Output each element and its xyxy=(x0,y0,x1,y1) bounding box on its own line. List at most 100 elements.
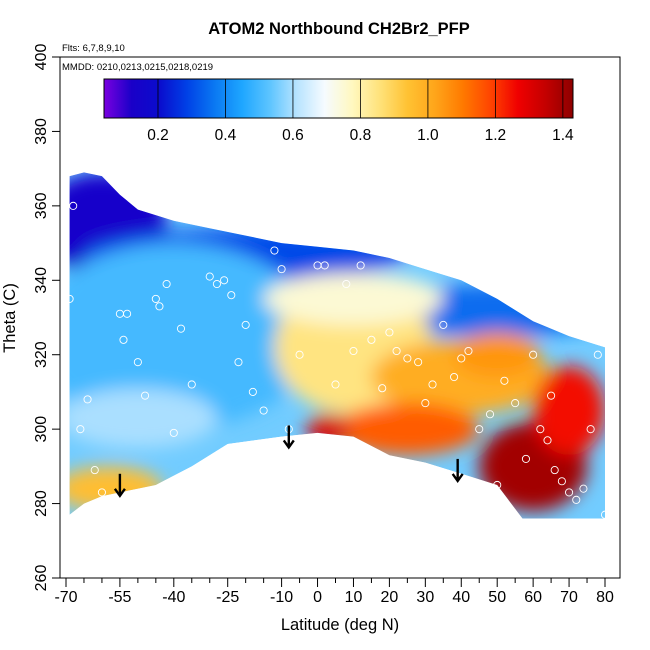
sample-point xyxy=(600,510,610,519)
x-tick-label: 60 xyxy=(524,589,542,606)
sample-point xyxy=(241,320,250,329)
sample-point xyxy=(403,354,412,363)
sample-point xyxy=(248,387,257,396)
sample-point xyxy=(187,380,196,389)
y-tick-label: 340 xyxy=(33,267,50,294)
x-tick-label: -55 xyxy=(108,589,131,606)
x-tick-label: 30 xyxy=(416,589,434,606)
sample-point xyxy=(543,436,552,445)
field-region xyxy=(306,414,350,445)
field-region xyxy=(335,403,480,456)
colorbar-tick-label: 1.0 xyxy=(417,127,439,144)
x-tick-label: 50 xyxy=(488,589,506,606)
x-axis-label: Latitude (deg N) xyxy=(281,616,399,634)
chart-title: ATOM2 Northbound CH2Br2_PFP xyxy=(208,20,470,38)
field-region xyxy=(69,388,217,448)
y-tick-label: 400 xyxy=(33,44,50,71)
colorbar-tick-label: 1.2 xyxy=(485,127,507,144)
field-region xyxy=(263,272,444,325)
annotation-dates: MMDD: 0210,0213,0215,0218,0219 xyxy=(62,62,213,73)
sample-point xyxy=(529,350,538,359)
annotation-flights: Flts: 6,7,8,9,10 xyxy=(62,43,125,54)
arrow xyxy=(282,425,295,450)
x-tick-label: -70 xyxy=(54,589,77,606)
x-tick-label: 0 xyxy=(313,589,322,606)
y-axis: 260 280 300 320 340 360 380 400 xyxy=(33,44,60,592)
sample-point xyxy=(295,350,304,359)
sample-point xyxy=(475,425,484,434)
sample-point xyxy=(259,406,268,415)
y-tick-label: 260 xyxy=(33,565,50,592)
sample-point xyxy=(220,276,229,285)
x-tick-label: 10 xyxy=(345,589,363,606)
x-tick-label: 80 xyxy=(596,589,614,606)
sample-point xyxy=(493,480,502,490)
x-tick-label: -10 xyxy=(270,589,293,606)
sample-point xyxy=(550,466,559,475)
x-tick-label: -25 xyxy=(216,589,239,606)
sample-point xyxy=(565,488,574,497)
sample-point xyxy=(212,279,221,289)
arrows xyxy=(113,425,464,498)
sample-point xyxy=(428,380,437,389)
field-region xyxy=(454,332,541,378)
y-tick-label: 360 xyxy=(33,192,50,219)
sample-point xyxy=(593,350,602,359)
plot-frame xyxy=(59,56,621,579)
sample-point xyxy=(141,391,150,400)
sample-point xyxy=(65,294,74,303)
sample-point xyxy=(457,354,466,363)
sample-point xyxy=(579,484,588,493)
y-tick-label: 320 xyxy=(33,341,50,368)
sample-point xyxy=(151,294,160,303)
field-region xyxy=(533,365,605,456)
sample-point xyxy=(320,261,329,270)
colorbar-tick-label: 0.2 xyxy=(147,127,169,144)
sample-point xyxy=(133,358,142,367)
sample-point xyxy=(450,372,459,382)
colorbar-tick-label: 0.4 xyxy=(215,127,237,144)
sample-point xyxy=(155,302,164,311)
x-tick-label: 70 xyxy=(560,589,578,606)
sample-point xyxy=(69,201,78,210)
sample-point xyxy=(342,279,351,289)
sample-point xyxy=(90,466,99,475)
sample-point xyxy=(392,346,401,356)
sample-point xyxy=(205,272,214,281)
sample-point xyxy=(119,335,128,344)
sample-point xyxy=(277,265,286,274)
x-tick-label: 20 xyxy=(381,589,399,606)
sample-point xyxy=(378,384,387,393)
sample-point xyxy=(464,346,473,356)
sample-point xyxy=(123,309,132,318)
sample-point xyxy=(270,246,279,255)
field-region xyxy=(69,243,318,430)
y-tick-label: 300 xyxy=(33,416,50,443)
sample-point xyxy=(521,454,530,463)
colorbar-ticks: 0.2 0.4 0.6 0.8 1.0 1.2 1.4 xyxy=(147,79,574,144)
field-region xyxy=(69,466,164,512)
y-tick-label: 380 xyxy=(33,118,50,145)
sample-point xyxy=(421,399,430,408)
sample-point xyxy=(572,495,581,504)
sample-point xyxy=(547,391,556,400)
arrow xyxy=(113,473,126,498)
sample-point xyxy=(97,488,106,497)
sample-point xyxy=(557,477,566,486)
x-tick-label: -40 xyxy=(162,589,185,606)
sample-point xyxy=(500,376,509,385)
sample-point xyxy=(234,358,243,367)
sample-point xyxy=(385,328,394,337)
sample-point xyxy=(176,324,186,333)
sample-points xyxy=(65,201,610,519)
sample-point xyxy=(169,428,178,437)
colorbar-tick-label: 0.8 xyxy=(350,127,372,144)
y-axis-label: Theta (C) xyxy=(1,283,19,353)
sample-point xyxy=(227,291,236,300)
sample-point xyxy=(414,358,423,367)
sample-point xyxy=(536,425,545,434)
sample-point xyxy=(83,395,92,404)
colorbar-tick-label: 0.6 xyxy=(282,127,304,144)
arrow xyxy=(451,458,464,483)
sample-point xyxy=(162,279,171,289)
